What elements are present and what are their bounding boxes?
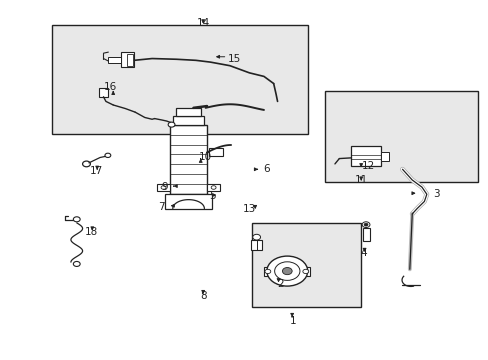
Bar	[362, 228, 369, 241]
Bar	[126, 54, 132, 66]
Bar	[380, 153, 388, 161]
Bar	[176, 108, 201, 116]
Bar	[165, 194, 211, 208]
Text: 5: 5	[209, 191, 216, 201]
Circle shape	[73, 217, 80, 222]
Bar	[108, 58, 120, 63]
Text: 15: 15	[228, 54, 241, 64]
Text: 16: 16	[104, 82, 117, 92]
Bar	[206, 184, 220, 191]
Bar	[324, 91, 477, 182]
Bar	[157, 184, 170, 191]
Bar	[351, 146, 380, 166]
Text: 11: 11	[354, 175, 367, 185]
Circle shape	[282, 267, 291, 275]
Bar	[251, 223, 361, 307]
Circle shape	[266, 256, 307, 286]
Text: 8: 8	[200, 291, 206, 301]
Circle shape	[105, 153, 111, 157]
Circle shape	[264, 269, 270, 274]
Circle shape	[82, 161, 90, 167]
Text: 10: 10	[199, 152, 212, 162]
Circle shape	[161, 186, 165, 189]
Circle shape	[211, 186, 216, 189]
Text: 6: 6	[263, 164, 269, 174]
Text: 12: 12	[361, 161, 374, 171]
Text: 9: 9	[161, 182, 167, 192]
Circle shape	[274, 262, 299, 280]
Text: 14: 14	[196, 18, 209, 28]
Circle shape	[362, 222, 369, 228]
Text: 7: 7	[158, 202, 165, 212]
Text: 17: 17	[89, 166, 102, 176]
Text: 3: 3	[432, 189, 439, 199]
Circle shape	[364, 223, 367, 226]
Text: 13: 13	[242, 203, 255, 213]
Bar	[264, 267, 309, 276]
Bar	[250, 240, 262, 249]
Bar	[52, 24, 307, 134]
Bar	[170, 125, 206, 194]
Bar	[120, 53, 134, 67]
Text: 2: 2	[277, 279, 284, 289]
Circle shape	[252, 234, 260, 240]
Text: 18: 18	[84, 227, 98, 237]
Circle shape	[73, 261, 80, 266]
Circle shape	[302, 269, 308, 274]
Bar	[99, 88, 108, 97]
Bar	[172, 116, 204, 125]
Text: 4: 4	[360, 248, 366, 258]
Text: 1: 1	[289, 316, 296, 326]
Circle shape	[168, 122, 175, 127]
Bar	[209, 148, 223, 156]
